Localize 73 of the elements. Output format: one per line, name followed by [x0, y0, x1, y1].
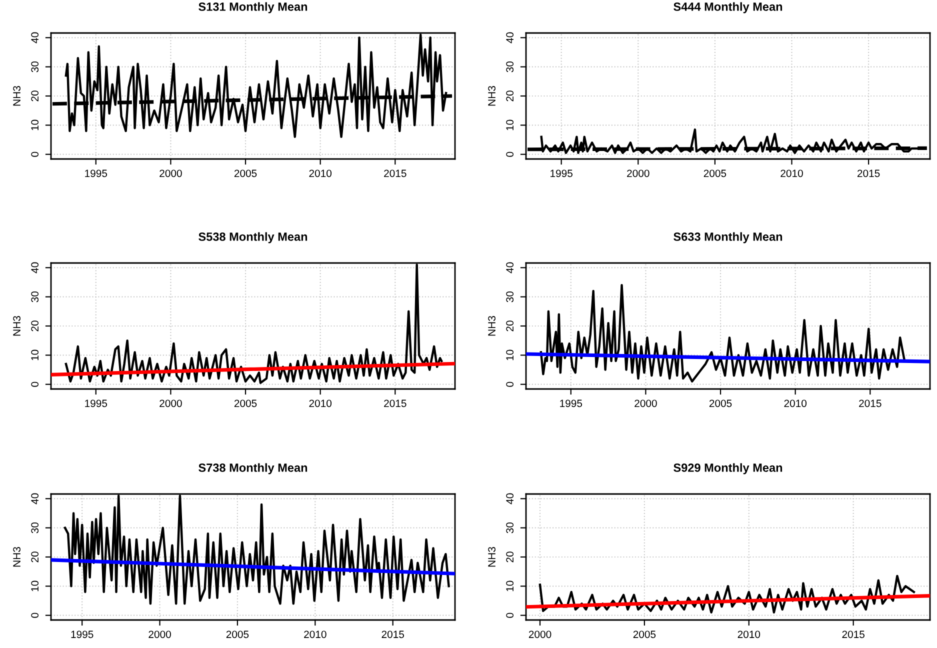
y-tick-label: 20 [31, 320, 39, 332]
y-tick-label: 40 [506, 32, 514, 44]
x-tick-label: 2015 [382, 630, 404, 638]
y-tick-label: 0 [506, 152, 514, 157]
y-tick-label: 30 [506, 61, 514, 72]
y-axis-title: NH3 [13, 547, 20, 567]
x-tick-label: 1995 [85, 170, 108, 178]
y-axis-title: NH3 [488, 547, 496, 567]
chart-title: S131 Monthly Mean [198, 2, 308, 14]
chart-title: S738 Monthly Mean [198, 463, 308, 474]
x-tick-label: 2000 [160, 170, 182, 178]
y-tick-label: 30 [506, 291, 514, 302]
x-tick-label: 2000 [634, 400, 657, 408]
y-axis-title: NH3 [488, 86, 496, 106]
y-axis-title: NH3 [13, 86, 20, 106]
y-tick-label: 30 [31, 61, 39, 72]
y-tick-label: 0 [31, 382, 39, 387]
x-tick-label: 2005 [234, 170, 257, 178]
x-tick-label: 2010 [309, 400, 332, 408]
y-tick-label: 30 [31, 291, 39, 302]
y-tick-label: 40 [506, 493, 514, 504]
line-series [540, 284, 906, 383]
y-tick-label: 0 [31, 152, 39, 157]
x-tick-label: 1995 [550, 170, 572, 178]
x-tick-label: 2005 [709, 400, 732, 408]
y-axis-title: NH3 [488, 316, 496, 336]
y-tick-label: 20 [506, 320, 514, 332]
x-tick-label: 2000 [627, 170, 650, 178]
x-tick-label: 2010 [784, 400, 807, 408]
y-tick-label: 10 [31, 580, 39, 592]
chart-title: S929 Monthly Mean [674, 463, 782, 474]
y-tick-label: 30 [31, 522, 39, 534]
x-tick-label: 2010 [304, 630, 326, 638]
x-tick-label: 2015 [859, 400, 882, 408]
y-tick-label: 40 [506, 262, 514, 274]
x-tick-label: 2005 [234, 400, 257, 408]
chart-title: S444 Monthly Mean [674, 2, 782, 14]
y-tick-label: 40 [31, 32, 39, 44]
y-tick-label: 40 [31, 262, 39, 274]
x-tick-label: 2015 [857, 170, 880, 178]
x-tick-label: 2005 [226, 630, 249, 638]
y-tick-label: 20 [506, 90, 514, 102]
y-tick-label: 10 [506, 120, 514, 130]
y-tick-label: 0 [31, 612, 39, 618]
y-tick-label: 0 [506, 612, 514, 618]
y-tick-label: 10 [31, 120, 39, 130]
y-tick-label: 20 [31, 90, 39, 102]
line-series [538, 574, 916, 614]
x-tick-label: 2015 [384, 170, 406, 178]
x-tick-label: 2005 [633, 630, 656, 638]
x-tick-label: 1995 [85, 400, 108, 408]
x-tick-label: 1995 [71, 630, 94, 638]
x-tick-label: 2015 [384, 400, 406, 408]
y-tick-label: 20 [506, 552, 514, 562]
chart-title: S538 Monthly Mean [198, 232, 308, 244]
x-tick-label: 2015 [842, 630, 864, 638]
x-tick-label: 2010 [780, 170, 803, 178]
chart-title: S633 Monthly Mean [674, 232, 782, 244]
y-axis-title: NH3 [13, 316, 20, 336]
x-tick-label: 1995 [560, 400, 582, 408]
y-tick-label: 30 [506, 522, 514, 534]
y-tick-label: 10 [31, 350, 39, 360]
x-tick-label: 2000 [148, 630, 171, 638]
y-tick-label: 0 [506, 382, 514, 387]
x-tick-label: 2010 [309, 170, 332, 178]
x-tick-label: 2000 [160, 400, 182, 408]
y-tick-label: 10 [506, 350, 514, 360]
x-tick-label: 2005 [704, 170, 726, 178]
y-tick-label: 20 [31, 552, 39, 562]
y-tick-label: 10 [506, 580, 514, 592]
x-tick-label: 2000 [528, 630, 552, 638]
x-tick-label: 2010 [738, 630, 760, 638]
y-tick-label: 40 [31, 493, 39, 504]
